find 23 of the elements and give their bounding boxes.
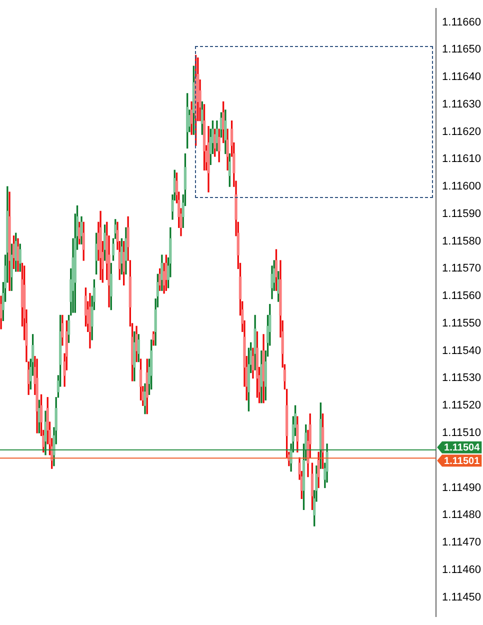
y-tick-label: 1.11470 <box>442 536 482 549</box>
y-tick-label: 1.11460 <box>442 564 482 576</box>
y-tick-label: 1.11450 <box>442 591 482 604</box>
ref-line-label: 1.11504 <box>444 442 480 454</box>
y-tick-label: 1.11660 <box>442 16 482 28</box>
y-tick-label: 1.11540 <box>442 344 482 357</box>
y-tick-label: 1.11520 <box>442 400 482 412</box>
y-tick-label: 1.11610 <box>442 153 482 166</box>
y-tick-label: 1.11600 <box>442 180 482 193</box>
y-tick-label: 1.11530 <box>442 372 482 384</box>
y-tick-label: 1.11620 <box>442 126 482 138</box>
y-tick-label: 1.11630 <box>442 98 482 110</box>
y-tick-label: 1.11640 <box>442 71 482 84</box>
y-tick-label: 1.11480 <box>442 509 482 522</box>
y-tick-label: 1.11550 <box>442 317 482 330</box>
ref-line-label: 1.11501 <box>444 456 480 467</box>
y-tick-label: 1.11650 <box>442 44 482 56</box>
y-tick-label: 1.11590 <box>442 208 482 220</box>
y-tick-label: 1.11580 <box>442 235 482 248</box>
y-tick-label: 1.11490 <box>442 482 482 494</box>
y-tick-label: 1.11560 <box>442 290 482 302</box>
y-tick-label: 1.11510 <box>442 426 482 439</box>
y-tick-label: 1.11570 <box>442 262 482 275</box>
